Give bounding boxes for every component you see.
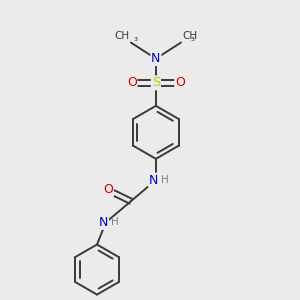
Text: CH: CH (182, 31, 197, 41)
Text: H: H (161, 175, 169, 185)
Text: N: N (151, 52, 160, 65)
Text: O: O (103, 183, 113, 196)
Text: ₃: ₃ (133, 32, 137, 43)
Text: S: S (152, 76, 160, 89)
Text: H: H (111, 218, 119, 227)
Text: O: O (175, 76, 185, 89)
Text: N: N (99, 216, 108, 229)
Text: O: O (127, 76, 137, 89)
Text: N: N (149, 173, 158, 187)
Text: ₃: ₃ (190, 32, 194, 43)
Text: CH: CH (114, 31, 129, 41)
